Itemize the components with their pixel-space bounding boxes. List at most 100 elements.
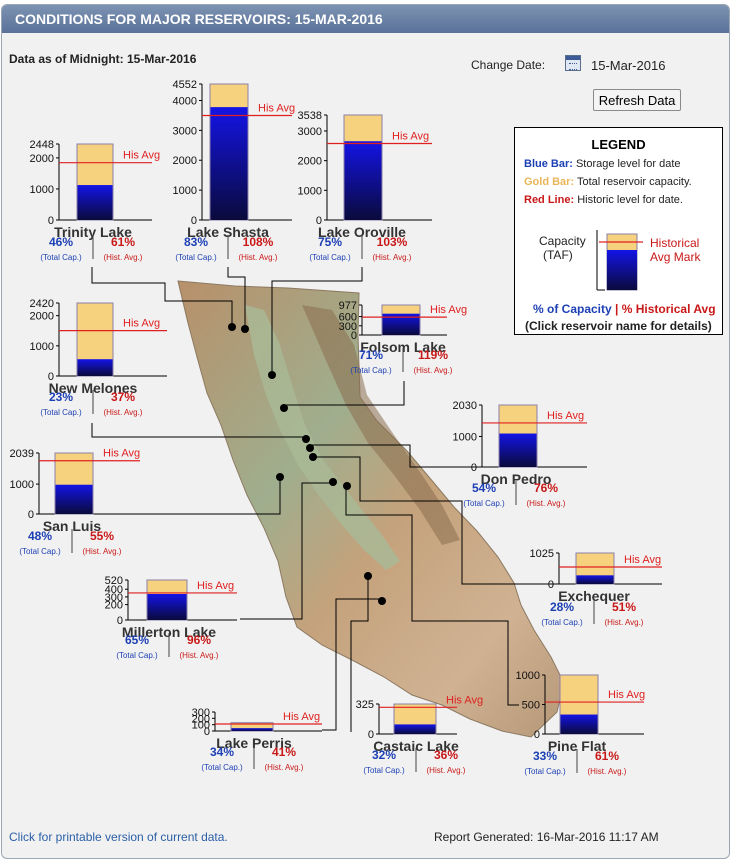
total-cap-label-lake-perris: (Total Cap.) (201, 763, 243, 772)
total-cap-label-millerton-lake: (Total Cap.) (116, 651, 158, 660)
total-cap-label-trinity-lake: (Total Cap.) (40, 253, 82, 262)
tick-label-millerton-lake: 520 (105, 575, 123, 587)
calendar-icon[interactable] (565, 55, 581, 71)
storage-bar-exchequer (576, 575, 614, 584)
reservoir-name-trinity-lake[interactable]: Trinity Lake (54, 224, 132, 240)
total-cap-label-folsom-lake: (Total Cap.) (350, 366, 392, 375)
reservoir-location-oroville (268, 371, 276, 379)
connector-folsom (284, 381, 405, 406)
tick-label-trinity-lake: 2448 (30, 139, 54, 151)
reservoir-name-folsom-lake[interactable]: Folsom Lake (360, 339, 446, 355)
legend-sep: | (615, 302, 619, 316)
tick-label-pine-flat: 1000 (516, 670, 540, 682)
reservoir-location-pine-flat (343, 482, 351, 490)
his-avg-label-millerton-lake: His Avg (197, 580, 234, 592)
reservoir-name-pine-flat[interactable]: Pine Flat (548, 738, 607, 754)
hist-avg-sublabel-lake-perris: (Hist. Avg.) (265, 763, 304, 772)
tick-label-lake-shasta: 4000 (173, 95, 197, 107)
printable-version-link[interactable]: Click for printable version of current d… (9, 830, 228, 844)
tick-label-san-luis: 2039 (10, 448, 34, 460)
his-avg-label-don-pedro: His Avg (547, 410, 584, 422)
storage-bar-millerton-lake (147, 594, 187, 620)
reservoir-name-don-pedro[interactable]: Don Pedro (481, 471, 552, 487)
tick-label-folsom-lake: 600 (339, 312, 357, 324)
legend-box: LEGEND Blue Bar: Storage level for date … (514, 127, 723, 335)
tick-label-exchequer: 1025 (530, 548, 554, 560)
legend-blue-row: Blue Bar: Storage level for date (524, 158, 681, 170)
reservoir-name-lake-perris[interactable]: Lake Perris (216, 735, 292, 751)
pct-capacity-san-luis: 48% (28, 529, 52, 543)
tick-label-millerton-lake: 300 (105, 592, 123, 604)
reservoir-name-lake-oroville[interactable]: Lake Oroville (318, 224, 406, 240)
reservoir-name-exchequer[interactable]: Exchequer (558, 588, 630, 604)
tick-label-lake-oroville: 2000 (298, 156, 322, 168)
pct-hist-folsom-lake: 119% (418, 348, 448, 362)
tick-label-millerton-lake: 200 (105, 600, 123, 612)
connector-exchequer (312, 456, 557, 585)
tick-label-new-melones: 2000 (30, 311, 54, 323)
storage-bar-new-melones (77, 359, 113, 376)
tick-label-lake-shasta: 2000 (173, 155, 197, 167)
hist-avg-sublabel-don-pedro: (Hist. Avg.) (527, 499, 566, 508)
tick-label-castaic-lake: 325 (356, 699, 374, 711)
reservoir-name-new-melones[interactable]: New Melones (49, 380, 138, 396)
pct-capacity-trinity-lake: 46% (49, 235, 73, 249)
tick-label-pine-flat: 0 (534, 729, 540, 741)
total-cap-label-lake-oroville: (Total Cap.) (309, 253, 351, 262)
pct-hist-san-luis: 55% (90, 529, 114, 543)
reservoir-name-san-luis[interactable]: San Luis (43, 518, 102, 534)
storage-bar-folsom-lake (382, 313, 420, 335)
tick-label-millerton-lake: 0 (117, 615, 123, 627)
pct-hist-exchequer: 51% (612, 600, 636, 614)
reservoir-location-trinity (228, 323, 236, 331)
his-avg-label-exchequer: His Avg (624, 554, 661, 566)
legend-title: LEGEND (591, 137, 646, 152)
tick-label-lake-shasta: 3000 (173, 125, 197, 137)
report-generated: Report Generated: 16-Mar-2016 11:17 AM (434, 830, 659, 844)
total-cap-label-exchequer: (Total Cap.) (541, 618, 583, 627)
refresh-data-button[interactable]: Refresh Data (593, 89, 681, 111)
connector-millerton (240, 482, 332, 620)
reservoir-name-millerton-lake[interactable]: Millerton Lake (122, 624, 216, 640)
hist-avg-sublabel-exchequer: (Hist. Avg.) (605, 618, 644, 627)
hist-avg-sublabel-trinity-lake: (Hist. Avg.) (104, 253, 143, 262)
tick-label-lake-shasta: 0 (191, 215, 197, 227)
pct-hist-new-melones: 37% (111, 390, 135, 404)
change-date-label: Change Date: (471, 58, 546, 72)
central-valley (245, 305, 400, 570)
reservoir-name-castaic-lake[interactable]: Castaic Lake (373, 738, 459, 754)
sierra-nevada (302, 305, 460, 545)
reservoir-name-lake-shasta[interactable]: Lake Shasta (187, 224, 269, 240)
legend-gold-row: Gold Bar: Total reservoir capacity. (524, 176, 692, 188)
pct-capacity-pine-flat: 33% (533, 749, 557, 763)
tick-label-san-luis: 0 (28, 509, 34, 521)
pct-hist-millerton-lake: 96% (187, 633, 211, 647)
tick-label-millerton-lake: 400 (105, 584, 123, 596)
tick-label-folsom-lake: 300 (339, 321, 357, 333)
his-avg-label-lake-perris: His Avg (283, 711, 320, 723)
tick-label-lake-shasta: 1000 (173, 185, 197, 197)
storage-bar-pine-flat (560, 714, 598, 734)
his-avg-label-folsom-lake: His Avg (430, 304, 467, 316)
total-cap-label-san-luis: (Total Cap.) (19, 547, 61, 556)
storage-bar-don-pedro (499, 433, 537, 467)
storage-bar-lake-shasta (210, 107, 248, 220)
pct-hist-lake-perris: 41% (272, 745, 296, 759)
his-avg-label-san-luis: His Avg (103, 448, 140, 460)
tick-label-lake-oroville: 3000 (298, 126, 322, 138)
reservoir-location-new-melones (302, 435, 310, 443)
pct-capacity-lake-oroville: 75% (318, 235, 342, 249)
tick-label-lake-shasta: 4552 (173, 79, 197, 91)
tick-label-folsom-lake: 977 (339, 300, 357, 312)
data-as-of-label: Data as of Midnight: 15-Mar-2016 (9, 52, 197, 66)
tick-label-lake-oroville: 0 (316, 215, 322, 227)
pct-capacity-don-pedro: 54% (472, 481, 496, 495)
pct-capacity-exchequer: 28% (550, 600, 574, 614)
pct-hist-lake-shasta: 108% (243, 235, 274, 249)
legend-capacity-label: Capacity (539, 234, 586, 248)
